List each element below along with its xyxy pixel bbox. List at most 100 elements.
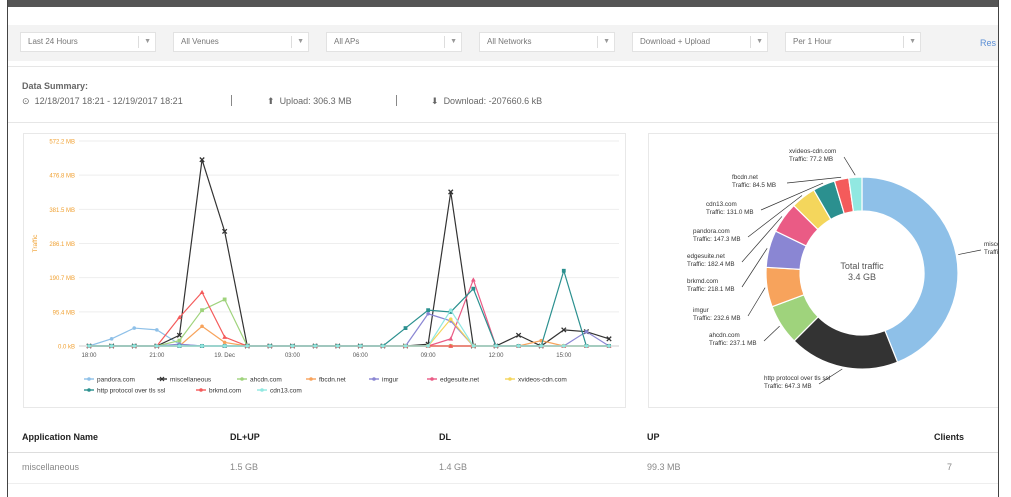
slice-label: fbcdn.net: [732, 174, 758, 181]
slice-connector: [741, 248, 768, 288]
legend-label: cdn13.com: [270, 387, 302, 394]
data-point: [176, 332, 183, 338]
cell-dl: 1.4 GB: [439, 462, 468, 472]
x-tick-label: 21:00: [149, 353, 165, 359]
data-point: [470, 277, 476, 282]
x-tick-label: 19. Dec: [214, 353, 235, 359]
data-point: [177, 314, 182, 320]
legend-marker: [508, 377, 512, 381]
data-point: [448, 343, 454, 348]
traffic-donut-chart-panel: miscellaneousTraffic: 1.5 GB http protoco…: [648, 133, 999, 408]
slice-traffic: Traffic: 232.6 MB: [693, 315, 741, 322]
clock-icon: ⊙: [22, 96, 30, 106]
data-point: [403, 326, 408, 330]
aps-value: All APs: [334, 37, 360, 46]
direction-value: Download + Upload: [640, 37, 711, 46]
slice-traffic: Traffic: 218.1 MB: [687, 286, 735, 293]
data-point: [561, 327, 567, 333]
x-tick-label: 18:00: [81, 353, 97, 359]
series-line: [89, 298, 609, 347]
data-point: [358, 344, 363, 348]
col-header-dlup[interactable]: DL+UP: [230, 432, 260, 442]
data-point: [200, 324, 204, 329]
data-point: [177, 344, 182, 348]
col-header-up[interactable]: UP: [647, 432, 660, 442]
date-range: ⊙ 12/18/2017 18:21 - 12/19/2017 18:21: [22, 96, 183, 107]
y-tick-label: 0.0 kB: [58, 345, 75, 351]
slice-label: xvideos-cdn.com: [789, 148, 836, 155]
x-tick-label: 12:00: [488, 353, 504, 359]
data-point: [155, 328, 159, 332]
legend-label: http protocol over tls ssl: [97, 387, 166, 394]
donut-slice: [861, 176, 959, 363]
slice-traffic: Traffic: 647.3 MB: [764, 383, 812, 390]
y-tick-label: 95.4 MB: [53, 310, 75, 316]
networks-dropdown[interactable]: All Networks ▼: [479, 32, 615, 52]
data-point: [132, 344, 137, 348]
slice-connector: [747, 287, 766, 317]
separator: [396, 95, 397, 106]
slice-connector: [818, 368, 843, 385]
legend-marker: [240, 377, 244, 381]
legend-marker: [372, 377, 376, 381]
data-point: [221, 228, 228, 235]
y-tick-label: 190.7 MB: [49, 276, 75, 282]
slice-traffic: Traffic: 147.3 MB: [693, 236, 741, 243]
download-text: Download: -207660.6 kB: [443, 96, 543, 106]
y-tick-label: 572.2 MB: [49, 140, 75, 146]
slice-connector: [760, 182, 824, 211]
donut-center-value: 3.4 GB: [848, 272, 876, 282]
data-point: [200, 308, 204, 313]
interval-dropdown[interactable]: Per 1 Hour ▼: [785, 32, 921, 52]
chevron-down-icon: ▼: [297, 38, 304, 45]
top-bar: [8, 0, 998, 7]
divider: [8, 66, 998, 67]
col-header-application[interactable]: Application Name: [22, 432, 99, 442]
data-point: [222, 344, 227, 348]
data-point: [448, 336, 454, 341]
col-header-dl[interactable]: DL: [439, 432, 451, 442]
data-point: [471, 344, 476, 348]
data-point: [426, 311, 430, 316]
y-axis-label: Traffic: [32, 234, 39, 252]
slice-label: pandora.com: [693, 228, 730, 235]
data-point: [245, 344, 250, 348]
x-tick-label: 06:00: [353, 353, 369, 359]
direction-dropdown[interactable]: Download + Upload ▼: [632, 32, 768, 52]
chevron-down-icon: ▼: [144, 38, 151, 45]
traffic-line-chart: 0.0 kB 95.4 MB 190.7 MB 286.1 MB 381.5 MB 476…: [32, 140, 619, 394]
slice-label: imgur: [693, 307, 709, 314]
date-range-text: 12/18/2017 18:21 - 12/19/2017 18:21: [34, 96, 183, 106]
data-point: [335, 344, 340, 348]
legend-marker: [309, 377, 313, 381]
data-point: [268, 344, 272, 348]
data-point: [87, 344, 91, 348]
legend-marker: [87, 388, 91, 392]
data-point: [584, 329, 589, 334]
series-line: [89, 309, 609, 347]
upload-text: Upload: 306.3 MB: [279, 96, 352, 106]
data-point: [132, 326, 137, 330]
x-tick-label: 09:00: [421, 353, 437, 359]
separator: [231, 95, 232, 106]
legend-label: pandora.com: [97, 376, 135, 383]
data-point: [539, 344, 543, 348]
dashboard-frame: Last 24 Hours ▼ All Venues ▼ All APs ▼ A…: [7, 0, 999, 497]
reset-link[interactable]: Res: [980, 38, 997, 48]
slice-traffic: Traffic: 1.5 GB: [984, 249, 999, 256]
legend-label: ahcdn.com: [250, 376, 282, 383]
filter-bar: Last 24 Hours ▼ All Venues ▼ All APs ▼ A…: [8, 25, 998, 61]
data-point: [448, 317, 453, 321]
slice-label: edgesuite.net: [687, 253, 725, 260]
slice-connector: [958, 249, 982, 255]
data-point: [516, 344, 521, 348]
download-stat: ⬇ Download: -207660.6 kB: [431, 96, 542, 107]
col-header-clients[interactable]: Clients: [934, 432, 965, 442]
slice-label: brkmd.com: [687, 278, 718, 285]
aps-dropdown[interactable]: All APs ▼: [326, 32, 462, 52]
data-point: [426, 308, 431, 313]
row-divider: [8, 483, 998, 484]
time-range-dropdown[interactable]: Last 24 Hours ▼: [20, 32, 156, 52]
slice-connector: [763, 325, 780, 342]
venues-dropdown[interactable]: All Venues ▼: [173, 32, 309, 52]
